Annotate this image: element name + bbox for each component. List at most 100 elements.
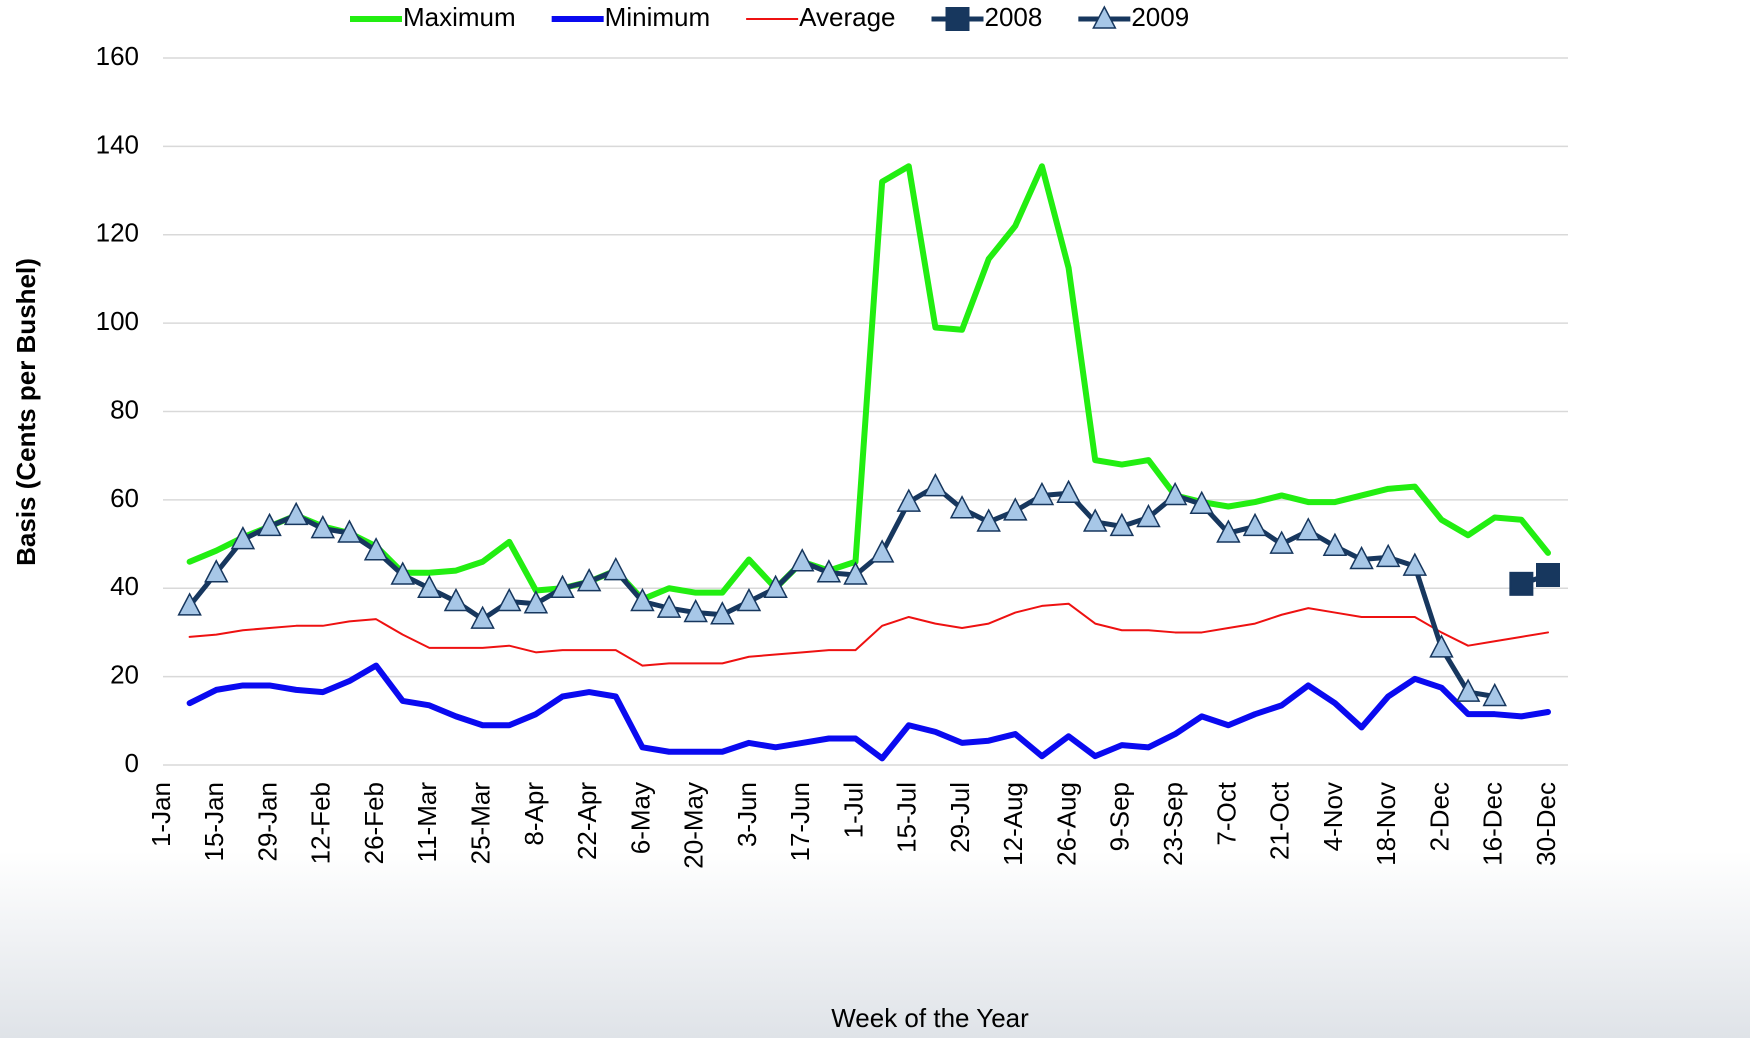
legend-label: 2009 — [1131, 2, 1189, 32]
marker-triangle — [1242, 512, 1268, 537]
legend-label: Minimum — [605, 2, 710, 32]
marker-triangle — [710, 601, 735, 625]
marker-triangle — [1322, 532, 1348, 557]
x-tick-label: 29-Jul — [945, 782, 975, 853]
y-tick-label: 40 — [110, 571, 139, 601]
marker-triangle — [843, 561, 868, 585]
legend-label: Maximum — [403, 2, 516, 32]
x-tick-label: 3-Jun — [732, 782, 762, 847]
marker-triangle — [1296, 517, 1321, 541]
marker-triangle — [763, 574, 788, 598]
marker-triangle — [1082, 508, 1108, 532]
x-tick-label: 29-Jan — [252, 782, 282, 862]
marker-triangle — [1482, 682, 1507, 707]
x-tick-label: 21-Oct — [1265, 781, 1295, 860]
marker-triangle — [1349, 545, 1374, 570]
marker-triangle — [337, 519, 362, 543]
marker-triangle — [1056, 479, 1081, 503]
marker-triangle — [736, 587, 762, 612]
y-tick-label: 0 — [125, 748, 139, 778]
legend-item: 2008 — [931, 2, 1043, 32]
y-tick-label: 140 — [96, 129, 139, 159]
marker-triangle — [1003, 497, 1028, 521]
x-tick-label: 12-Aug — [998, 782, 1028, 866]
marker-square — [1536, 562, 1560, 587]
x-tick-label: 9-Sep — [1105, 782, 1135, 851]
marker-triangle — [1375, 543, 1401, 568]
x-tick-label: 15-Jul — [892, 782, 922, 853]
marker-triangle — [310, 514, 336, 539]
x-tick-label: 6-May — [625, 782, 655, 854]
marker-triangle — [1429, 634, 1454, 658]
marker-triangle — [789, 548, 815, 572]
x-tick-label: 2-Dec — [1424, 782, 1454, 851]
marker-triangle — [576, 568, 602, 592]
marker-triangle — [1092, 5, 1117, 29]
marker-triangle — [630, 587, 655, 612]
x-tick-label: 30-Dec — [1531, 782, 1561, 866]
marker-triangle — [230, 526, 256, 550]
y-tick-label: 60 — [110, 483, 139, 513]
marker-triangle — [443, 587, 469, 612]
marker-triangle — [976, 508, 1001, 532]
x-tick-label: 7-Oct — [1211, 781, 1241, 845]
marker-triangle — [283, 501, 309, 526]
marker-triangle — [683, 598, 708, 623]
y-tick-label: 80 — [110, 394, 139, 424]
marker-triangle — [363, 537, 389, 561]
marker-triangle — [390, 561, 415, 585]
x-tick-label: 11-Mar — [412, 782, 442, 863]
x-tick-label: 1-Jul — [838, 782, 868, 838]
marker-triangle — [550, 574, 575, 598]
y-tick-label: 120 — [96, 218, 139, 248]
marker-triangle — [1162, 481, 1188, 506]
series-line — [188, 602, 1549, 667]
marker-triangle — [1109, 512, 1135, 537]
marker-triangle — [470, 605, 495, 629]
legend-label: 2008 — [985, 2, 1043, 32]
legend-label: Average — [799, 2, 895, 32]
marker-triangle — [1269, 530, 1294, 554]
marker-square — [1509, 571, 1534, 596]
legend-item: 2009 — [1078, 2, 1189, 32]
x-tick-label: 1-Jan — [146, 782, 176, 847]
marker-triangle — [204, 559, 229, 583]
marker-triangle — [1136, 503, 1161, 528]
y-tick-label: 160 — [96, 41, 139, 71]
x-tick-label: 12-Feb — [306, 782, 336, 864]
marker-triangle — [869, 539, 895, 563]
x-tick-label: 20-May — [679, 782, 709, 869]
marker-triangle — [1402, 552, 1428, 576]
x-tick-label: 23-Sep — [1158, 782, 1188, 866]
marker-triangle — [1455, 678, 1481, 702]
x-tick-label: 26-Aug — [1051, 782, 1081, 866]
x-tick-label: 26-Feb — [359, 782, 389, 864]
x-tick-label: 17-Jun — [785, 782, 815, 862]
marker-triangle — [603, 556, 629, 581]
marker-triangle — [523, 590, 549, 614]
x-tick-label: 8-Apr — [519, 782, 549, 846]
marker-triangle — [1029, 481, 1055, 506]
y-axis-title: Basis (Cents per Bushel) — [11, 258, 41, 566]
marker-triangle — [656, 594, 682, 618]
x-axis-title: Week of the Year — [831, 1003, 1029, 1033]
x-tick-label: 4-Nov — [1318, 782, 1348, 851]
marker-triangle — [417, 574, 442, 598]
series-line — [186, 163, 1551, 603]
x-tick-label: 16-Dec — [1478, 782, 1508, 866]
x-tick-label: 18-Nov — [1371, 782, 1401, 866]
marker-square — [945, 7, 970, 31]
x-tick-label: 22-Apr — [572, 782, 602, 860]
marker-triangle — [923, 473, 948, 497]
marker-triangle — [257, 512, 282, 537]
marker-triangle — [949, 495, 975, 519]
x-tick-label: 15-Jan — [199, 782, 229, 862]
marker-triangle — [497, 587, 522, 612]
marker-triangle — [896, 488, 922, 512]
x-tick-label: 25-Mar — [465, 782, 495, 865]
marker-triangle — [177, 592, 202, 616]
y-tick-label: 100 — [96, 306, 139, 336]
legend-item: Maximum — [350, 2, 516, 32]
